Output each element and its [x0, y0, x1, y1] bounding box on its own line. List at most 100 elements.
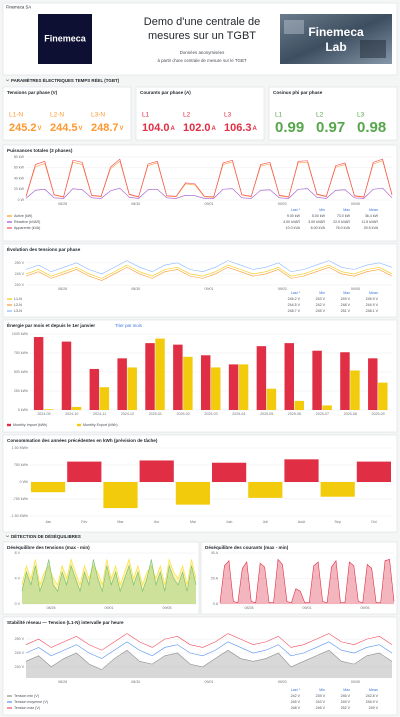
legend-label: L3-N: [14, 309, 22, 313]
legend-column: Mean: [369, 291, 378, 295]
header-subtitle: Données anonymisées: [180, 50, 225, 55]
y-tick-label: 0 V: [15, 602, 21, 606]
y-tick-label: 245 V: [15, 272, 25, 276]
y-tick-label: 250 V: [15, 637, 25, 641]
legend-label: Monthly Export (kWh): [83, 423, 118, 427]
bar: [200, 355, 211, 410]
series-line: [25, 633, 393, 651]
x-tick-label: 08/30: [131, 202, 140, 206]
x-tick-label: 09/01: [205, 202, 214, 206]
legend-value: 252 V: [341, 706, 351, 710]
legend-value: 251 V: [341, 309, 351, 313]
stat-number: 102.0: [183, 122, 211, 134]
stat-name: L1: [142, 112, 150, 119]
legend-value: 246 V: [341, 694, 351, 698]
y-tick-label: 40 A: [211, 551, 219, 555]
legend-column: Last *: [291, 291, 301, 295]
chart-panel: [200, 541, 398, 615]
bar: [67, 461, 102, 482]
x-tick-label: 09/05: [361, 606, 370, 610]
x-tick-label: 09/01: [205, 287, 214, 291]
legend-value: 11.5 kVAR: [361, 220, 378, 224]
legend-value: 243 V: [316, 297, 326, 301]
section-title[interactable]: PARAMÈTRES ÉLECTRIQUES TEMPS RÉEL (TGBT): [11, 78, 120, 83]
legend-value: 242 V: [291, 694, 301, 698]
bar: [266, 388, 277, 410]
panel-link[interactable]: Trier par mois: [115, 323, 143, 328]
stat-panel: [2, 86, 132, 141]
series-line: [25, 641, 393, 659]
x-tick-label: 2024-12: [121, 412, 134, 416]
legend-value: 242.8 V: [366, 694, 379, 698]
x-tick-label: Juil: [263, 520, 269, 524]
bar: [117, 358, 127, 410]
org-name: Finemeca SA: [6, 5, 31, 10]
legend-value: 76.0 kVA: [336, 226, 351, 230]
stat-panel: [268, 86, 398, 141]
x-tick-label: 2025-09: [371, 412, 384, 416]
legend-value: 245 V: [316, 309, 326, 313]
x-tick-label: Oct: [371, 520, 377, 524]
stat-unit: V: [79, 126, 83, 132]
panel-title: Stabilité réseau — Tension (L1-N) interv…: [7, 620, 124, 625]
bar: [89, 368, 100, 410]
y-tick-label: 1000 kWh: [12, 332, 28, 336]
bar: [155, 338, 165, 410]
bar: [103, 482, 138, 509]
y-tick-label: 0 Wh: [20, 480, 28, 484]
x-tick-label: 2025-04: [232, 412, 245, 416]
x-tick-label: Mar: [117, 520, 124, 524]
bar: [211, 367, 221, 410]
legend-value: 242 V: [316, 303, 326, 307]
x-tick-label: 09/05: [163, 606, 172, 610]
bar: [61, 341, 72, 410]
legend-label: Tension max (V): [14, 706, 40, 710]
lab-text: Lab: [325, 40, 346, 54]
bar: [43, 409, 54, 410]
x-tick-label: 2024-10: [65, 412, 78, 416]
lab-image-detail: [284, 20, 304, 34]
stat-number: 244.5: [50, 122, 78, 134]
legend-value: 248 V: [291, 706, 301, 710]
y-tick-label: 1.50 MWh: [12, 446, 28, 450]
y-tick-label: 245 V: [15, 651, 25, 655]
stat-value: 245.2V: [9, 122, 42, 134]
legend-value: 244.9 V: [366, 303, 379, 307]
panel-title: Consommation des années précédentes en k…: [7, 438, 158, 443]
section-chevron[interactable]: [5, 535, 10, 538]
y-tick-label: 0 kWh: [18, 408, 28, 412]
bar: [322, 405, 332, 410]
legend-column: Min: [319, 208, 325, 212]
bar: [350, 370, 360, 410]
chart-panel: [2, 541, 200, 615]
panel-title: Puissances totales (3 phases): [7, 148, 73, 153]
stat-number: 248.7: [91, 122, 119, 134]
y-tick-label: 40 kW: [14, 176, 25, 180]
bar: [294, 400, 305, 410]
stat-number: 106.3: [224, 122, 252, 134]
x-tick-label: 2025-05: [260, 412, 273, 416]
legend-swatch: [7, 215, 12, 217]
legend-swatch: [7, 701, 12, 703]
x-tick-label: 09/03: [278, 680, 287, 684]
x-tick-label: 08/30: [131, 680, 140, 684]
series-line: [25, 649, 393, 671]
stat-number: 0.97: [316, 119, 345, 136]
stat-unit: A: [212, 126, 217, 132]
y-tick-label: 240 V: [15, 283, 25, 287]
y-tick-label: -750 kWh: [13, 497, 28, 501]
section-chevron[interactable]: [5, 79, 10, 82]
stat-value: 0.97: [316, 119, 345, 136]
stat-value: 102.0A: [183, 122, 217, 134]
legend-swatch: [7, 221, 12, 223]
stat-unit: V: [38, 126, 42, 132]
chart-panel: [2, 243, 398, 318]
x-tick-label: 09/03: [278, 287, 287, 291]
panel-title: Déséquilibre des courants (max - min): [205, 545, 289, 550]
legend-value: 22.0 kVAR: [333, 220, 350, 224]
series-area: [26, 650, 392, 678]
legend-value: 6.00 kVA: [311, 226, 326, 230]
x-tick-label: 2025-02: [177, 412, 190, 416]
section-title[interactable]: DÉTECTION DE DÉSÉQUILIBRES: [11, 534, 81, 539]
